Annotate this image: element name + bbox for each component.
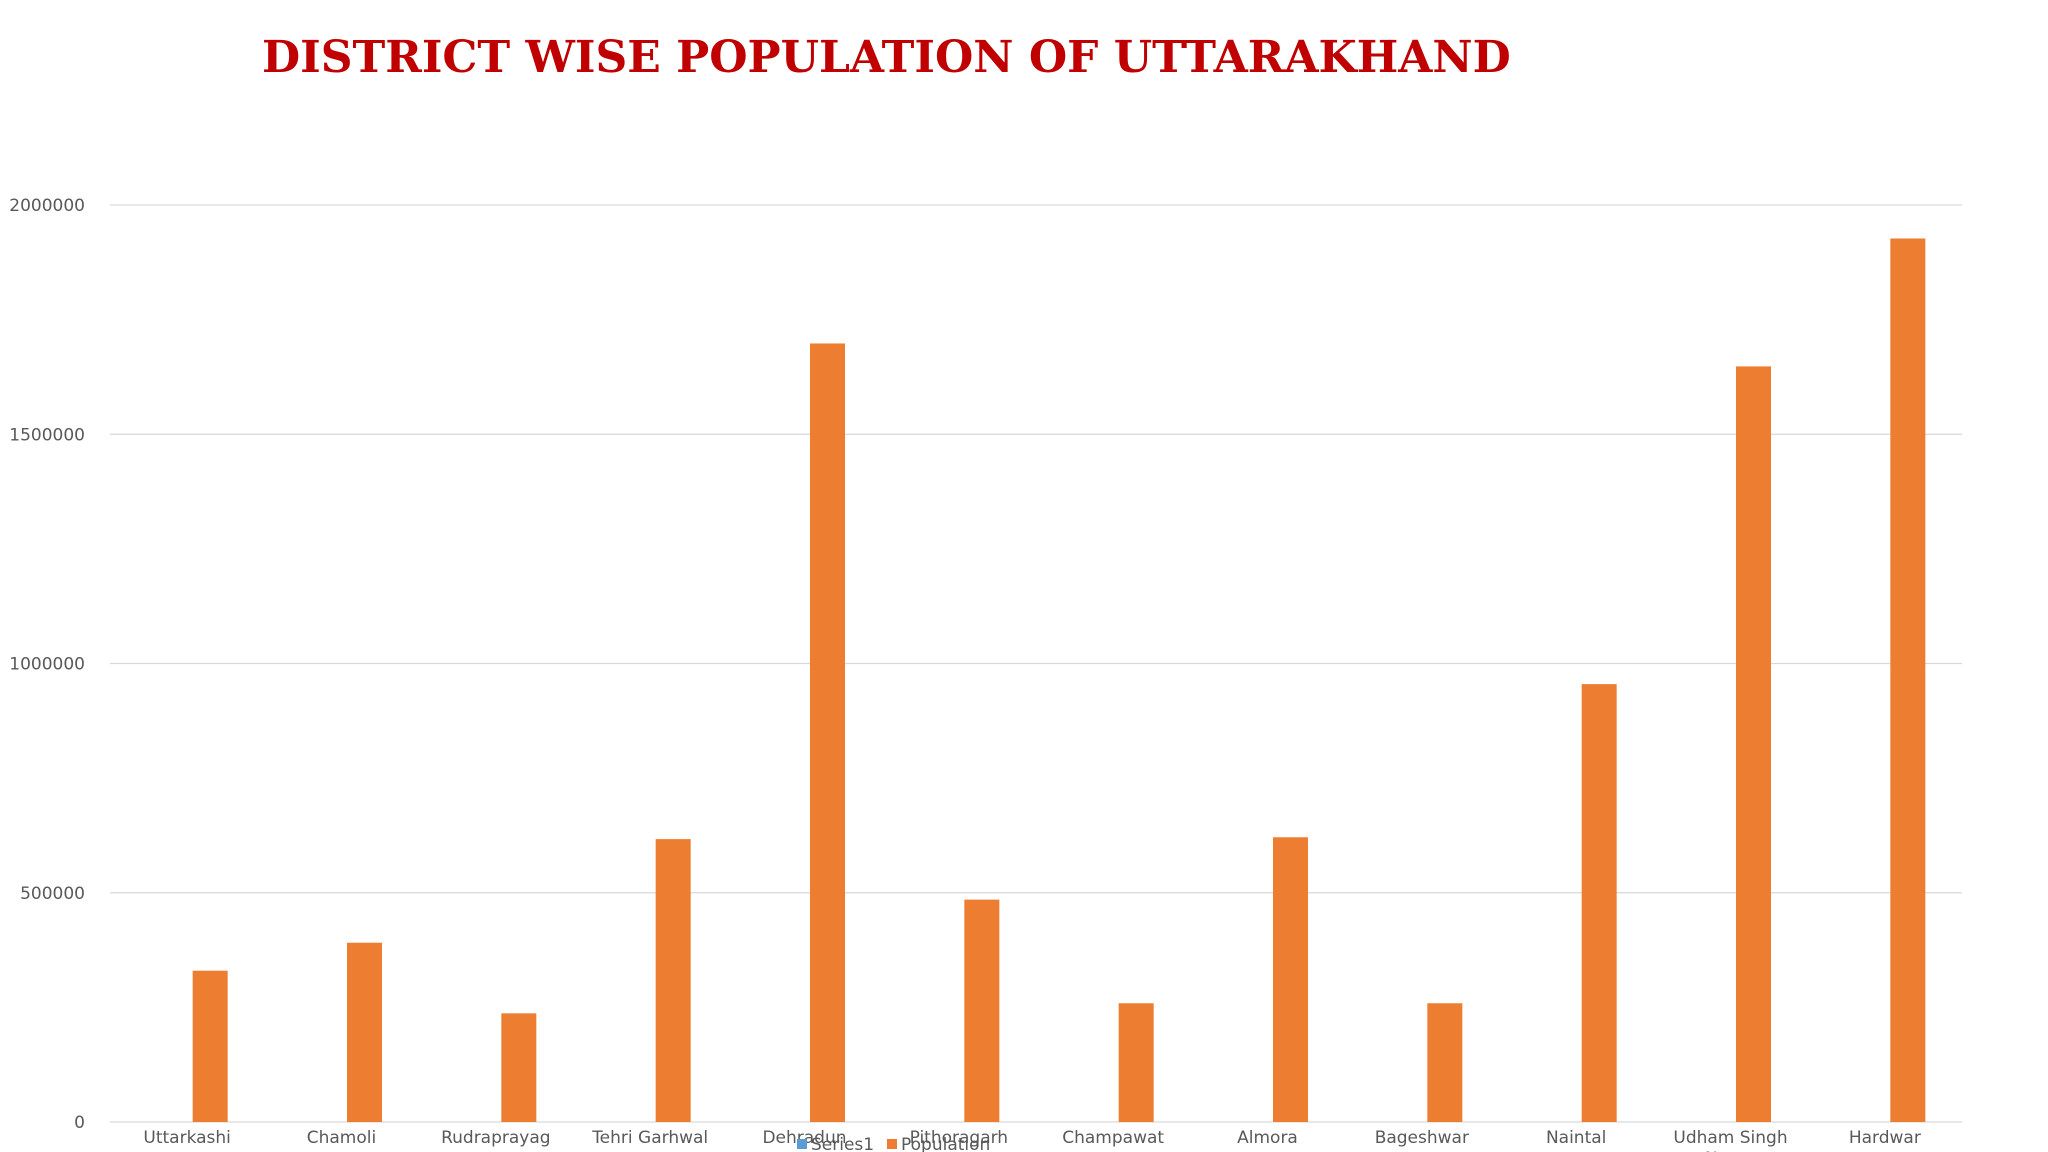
bar-population	[347, 942, 382, 1122]
x-category-label-line: Almora	[1237, 1128, 1298, 1148]
bar-population	[655, 839, 691, 1122]
x-category-label-line: Dehradun	[762, 1128, 846, 1148]
x-category-label: Tehri Garhwal	[591, 1128, 708, 1148]
legend-swatch	[887, 1139, 897, 1149]
x-category-label-line: Hardwar	[1849, 1128, 1921, 1148]
bar-population	[1890, 238, 1926, 1122]
x-category-label-line: Chamoli	[307, 1128, 376, 1148]
x-category-label-line: Udham Singh	[1673, 1128, 1787, 1148]
bar-population	[1427, 1003, 1463, 1122]
legend-label: Population	[901, 1135, 990, 1152]
x-category-label: Dehradun	[762, 1128, 846, 1148]
y-axis-tick-labels: 0 500000 1000000 1500000 2000000	[9, 196, 85, 1133]
x-category-label: Chamoli	[307, 1128, 376, 1148]
x-category-label: Uttarkashi	[143, 1128, 231, 1148]
y-tick-label: 1500000	[9, 425, 85, 445]
x-category-label: Rudraprayag	[441, 1128, 551, 1148]
x-axis-category-labels: Uttarkashi Chamoli Rudraprayag Tehri Garhwa…	[143, 1128, 1920, 1152]
bar-population	[1118, 1003, 1154, 1122]
x-category-label-line: Uttarkashi	[143, 1128, 231, 1148]
x-category-label: Almora	[1237, 1128, 1298, 1148]
bar-population	[1736, 366, 1771, 1123]
bars	[192, 238, 1926, 1123]
x-category-label-line: Naintal	[1546, 1128, 1606, 1148]
y-tick-label: 2000000	[9, 196, 85, 216]
x-category-label: Naintal	[1546, 1128, 1606, 1148]
bar-population	[192, 970, 228, 1122]
x-category-label-line: Pithoragarh	[910, 1128, 1009, 1148]
x-category-label-line: Tehri Garhwal	[591, 1128, 708, 1148]
y-tick-label: 500000	[20, 884, 85, 904]
bar-population	[1273, 837, 1308, 1122]
x-category-label-line: Bageshwar	[1375, 1128, 1469, 1148]
x-category-label: Pithoragarh	[910, 1128, 1009, 1148]
bar-population	[964, 899, 1000, 1122]
gridlines	[110, 204, 1962, 1123]
x-category-label: Udham SinghNagar	[1673, 1128, 1787, 1152]
bar-population	[501, 1013, 537, 1122]
legend-label: Series1	[811, 1135, 874, 1152]
x-category-label: Bageshwar	[1375, 1128, 1469, 1148]
y-tick-label: 0	[74, 1113, 85, 1133]
legend-swatch	[797, 1139, 807, 1149]
x-category-label-line: Rudraprayag	[441, 1128, 551, 1148]
y-tick-label: 1000000	[9, 655, 85, 675]
x-category-label-line: Champawat	[1062, 1128, 1164, 1148]
x-category-label: Champawat	[1062, 1128, 1164, 1148]
bar-population	[1581, 684, 1617, 1122]
legend: Series1 Population	[797, 1135, 990, 1152]
bar-population	[810, 343, 845, 1122]
chart-title: DISTRICT WISE POPULATION OF UTTARAKHAND	[262, 32, 1511, 83]
x-category-label: Hardwar	[1849, 1128, 1921, 1148]
x-category-label-line: Nagar	[1705, 1149, 1756, 1152]
